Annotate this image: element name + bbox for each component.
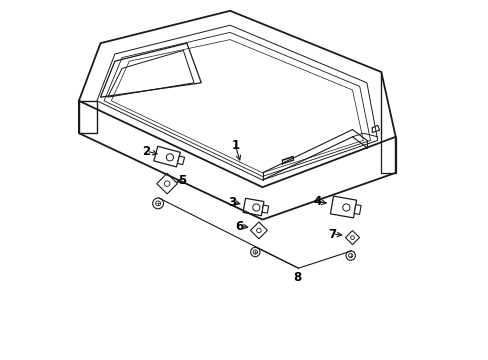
Text: 1: 1 bbox=[231, 139, 239, 152]
Polygon shape bbox=[154, 146, 180, 167]
Text: 5: 5 bbox=[178, 174, 186, 187]
Polygon shape bbox=[177, 156, 184, 165]
Circle shape bbox=[350, 236, 354, 239]
Circle shape bbox=[253, 250, 257, 254]
Polygon shape bbox=[345, 230, 359, 245]
Text: 7: 7 bbox=[328, 228, 336, 240]
Polygon shape bbox=[353, 204, 360, 215]
Circle shape bbox=[152, 198, 163, 209]
Polygon shape bbox=[262, 205, 268, 213]
Text: 2: 2 bbox=[142, 145, 150, 158]
Circle shape bbox=[164, 181, 169, 186]
Circle shape bbox=[346, 251, 355, 260]
Text: 6: 6 bbox=[235, 220, 244, 233]
Polygon shape bbox=[243, 198, 264, 216]
Text: 4: 4 bbox=[313, 195, 321, 208]
Circle shape bbox=[155, 201, 160, 206]
Polygon shape bbox=[250, 222, 267, 239]
Circle shape bbox=[252, 204, 260, 211]
Circle shape bbox=[348, 253, 352, 258]
Polygon shape bbox=[157, 173, 177, 194]
Circle shape bbox=[250, 247, 260, 257]
Polygon shape bbox=[330, 196, 356, 218]
Text: 8: 8 bbox=[293, 271, 301, 284]
Circle shape bbox=[342, 204, 349, 211]
Circle shape bbox=[166, 154, 173, 161]
Circle shape bbox=[256, 228, 261, 233]
Text: 3: 3 bbox=[228, 196, 236, 209]
